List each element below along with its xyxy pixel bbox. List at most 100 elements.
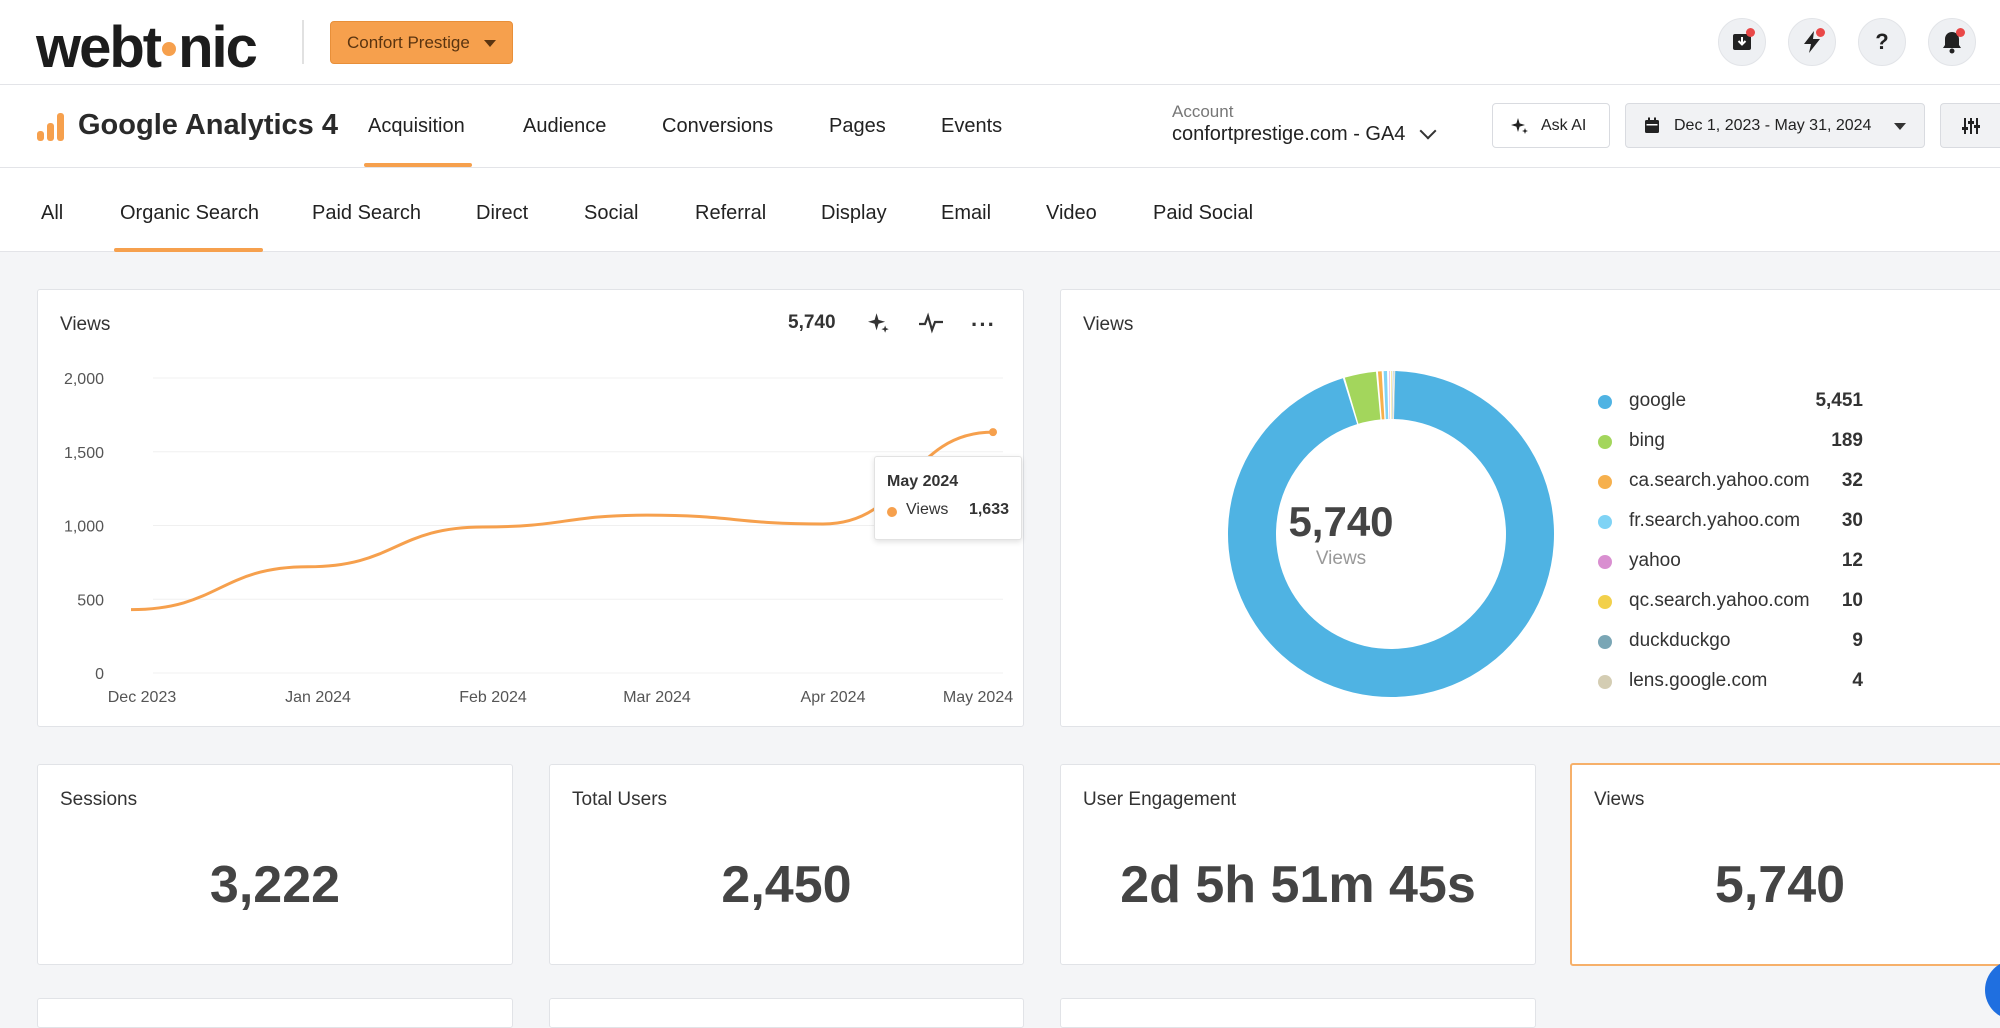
download-inbox-icon[interactable] [1718,18,1766,66]
legend-name: google [1629,390,1687,411]
x-tick-label: Apr 2024 [801,689,866,706]
legend-dot [1598,475,1612,489]
channel-tab-direct[interactable]: Direct [476,202,529,224]
legend-name: yahoo [1629,550,1681,571]
legend-name: ca.search.yahoo.com [1629,470,1810,491]
kpi-title: User Engagement [1083,789,1237,810]
kpi-value: 3,222 [209,856,341,914]
legend-name: qc.search.yahoo.com [1629,590,1810,611]
ask-ai-button[interactable]: Ask AI [1492,103,1610,148]
kpi-card-total-users[interactable]: Total Users 2,450 [549,764,1024,965]
channel-tab-referral[interactable]: Referral [695,202,767,224]
channel-tab-paid-search[interactable]: Paid Search [312,202,421,224]
legend-dot [1598,395,1612,409]
legend-value: 5,451 [1815,390,1863,411]
legend-name: bing [1629,430,1665,451]
active-tab-indicator [364,163,472,167]
notification-dot [1816,28,1825,37]
donut-slice-fr-search-yahoo-com [1383,371,1389,420]
webtonic-logo[interactable]: webt nic [36,14,258,81]
views-line-chart-card: Views 5,740 ··· 2,000 1,500 1,000 500 0 Dec 2… [37,289,1024,727]
chat-launcher-button[interactable] [1985,960,2000,1020]
donut-slice-lens-google-com [1393,371,1396,420]
x-tick-label: May 2024 [943,689,1013,706]
top-bar: webt nic Confort Prestige ? [0,0,2000,85]
tab-audience[interactable]: Audience [523,115,607,137]
channel-tabs: All Organic Search Paid Search Direct So… [0,168,2000,252]
tab-acquisition[interactable]: Acquisition [368,115,465,137]
settings-sliders-icon[interactable] [1940,103,2000,148]
bolt-icon[interactable] [1788,18,1836,66]
card-title: Views [1083,314,1134,335]
kpi-title: Total Users [572,789,668,810]
channel-tab-email[interactable]: Email [941,202,992,224]
client-dropdown[interactable]: Confort Prestige [330,21,513,64]
integration-title: Google Analytics 4 [78,109,338,141]
analytics-nav-bar: Google Analytics 4 Acquisition Audience … [0,85,2000,168]
donut-center-value: 5,740 [1288,498,1394,545]
help-icon[interactable]: ? [1858,18,1906,66]
legend-item[interactable]: google 5,451 [1598,388,1863,418]
legend-value: 12 [1841,550,1863,571]
sparkle-icon[interactable] [868,312,890,339]
y-tick-label: 500 [77,592,104,609]
y-tick-label: 1,500 [64,445,104,462]
legend-item[interactable]: duckduckgo 9 [1598,628,1863,658]
channel-tab-paid-social[interactable]: Paid Social [1153,202,1254,224]
legend-dot [1598,515,1612,529]
tab-events[interactable]: Events [941,115,1003,137]
donut-slice-qc-search-yahoo-com [1391,371,1392,420]
account-selector[interactable]: confortprestige.com - GA4 [1172,123,1406,145]
legend-item[interactable]: bing 189 [1598,428,1863,458]
tooltip-value: 1,633 [968,501,1009,518]
channel-tab-social[interactable]: Social [584,202,639,224]
calendar-icon [1645,117,1659,133]
bell-icon[interactable] [1928,18,1976,66]
pulse-icon[interactable] [918,312,944,339]
legend-item[interactable]: fr.search.yahoo.com 30 [1598,508,1863,538]
donut-slice-ca-search-yahoo-com [1377,371,1385,420]
partial-card [37,998,513,1028]
donut-chart [1228,371,1554,697]
channel-tab-display[interactable]: Display [821,202,887,224]
legend-dot [1598,555,1612,569]
kpi-card-views[interactable]: Views 5,740 [1570,763,2000,966]
legend-item[interactable]: ca.search.yahoo.com 32 [1598,468,1863,498]
legend-dot [1598,675,1612,689]
donut-slice-duckduckgo [1392,371,1394,420]
chevron-down-icon[interactable] [1419,122,1437,140]
donut-center-label: Views [1315,548,1367,569]
logo-text-left: webt [36,15,162,80]
kpi-card-sessions[interactable]: Sessions 3,222 [37,764,513,965]
y-tick-label: 2,000 [64,371,104,388]
donut-slice-bing [1344,371,1381,424]
legend-dot [1598,435,1612,449]
donut-slice-yahoo [1388,371,1390,420]
legend-value: 9 [1852,630,1863,651]
tab-pages[interactable]: Pages [829,115,886,137]
channel-tab-video[interactable]: Video [1046,202,1097,224]
channel-tab-all[interactable]: All [41,202,64,224]
sparkle-icon [1511,117,1528,134]
legend-item[interactable]: lens.google.com 4 [1598,668,1863,698]
active-channel-indicator [114,248,263,252]
legend-item[interactable]: qc.search.yahoo.com 10 [1598,588,1863,618]
donut-slice-google [1228,371,1554,697]
y-tick-label: 1,000 [64,519,104,536]
views-series-line [130,430,994,612]
chart-tooltip: May 2024 Views 1,633 [874,456,1022,540]
caret-down-icon [1894,123,1906,130]
date-range-label: Dec 1, 2023 - May 31, 2024 [1674,116,1872,134]
legend-value: 30 [1841,510,1863,531]
legend-item[interactable]: yahoo 12 [1598,548,1863,578]
channel-tab-organic-search[interactable]: Organic Search [120,202,259,224]
logo-divider [302,20,304,64]
logo-dot [162,41,177,56]
more-options-icon[interactable]: ··· [971,312,996,337]
date-range-picker[interactable]: Dec 1, 2023 - May 31, 2024 [1625,103,1925,148]
y-tick-label: 0 [95,666,104,683]
kpi-card-user-engagement[interactable]: User Engagement 2d 5h 51m 45s [1060,764,1536,965]
tab-conversions[interactable]: Conversions [662,115,774,137]
kpi-title: Views [1594,789,1645,810]
